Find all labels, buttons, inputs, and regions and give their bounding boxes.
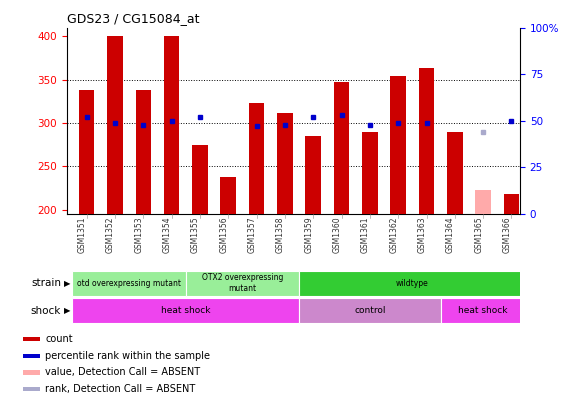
Bar [73, 299, 299, 323]
Text: wildtype: wildtype [396, 279, 429, 287]
Bar [192, 145, 208, 214]
Text: ▶: ▶ [64, 279, 70, 287]
Bar [299, 271, 526, 295]
Bar [23, 337, 40, 341]
Bar [362, 131, 378, 214]
Text: control: control [354, 307, 386, 315]
Text: GSM1353: GSM1353 [134, 217, 144, 253]
Bar [390, 76, 406, 214]
Text: GSM1360: GSM1360 [332, 217, 342, 253]
Bar [419, 69, 435, 214]
Text: GSM1352: GSM1352 [106, 217, 115, 253]
Text: GDS23 / CG15084_at: GDS23 / CG15084_at [67, 12, 199, 25]
Text: GSM1351: GSM1351 [78, 217, 87, 253]
Bar [277, 112, 293, 214]
Text: GSM1356: GSM1356 [219, 217, 228, 253]
Bar [186, 271, 299, 295]
Text: count: count [45, 334, 73, 344]
Text: GSM1359: GSM1359 [304, 217, 313, 253]
Bar [23, 370, 40, 375]
Text: GSM1362: GSM1362 [389, 217, 398, 253]
Text: GSM1363: GSM1363 [418, 217, 426, 253]
Text: strain: strain [31, 278, 61, 288]
Text: GSM1354: GSM1354 [163, 217, 171, 253]
Text: GSM1365: GSM1365 [474, 217, 483, 253]
Text: value, Detection Call = ABSENT: value, Detection Call = ABSENT [45, 367, 200, 377]
Text: GSM1357: GSM1357 [248, 217, 257, 253]
Bar [440, 299, 526, 323]
Bar [299, 299, 440, 323]
Bar [73, 271, 186, 295]
Text: GSM1364: GSM1364 [446, 217, 455, 253]
Bar [475, 190, 491, 214]
Text: rank, Detection Call = ABSENT: rank, Detection Call = ABSENT [45, 384, 195, 394]
Text: shock: shock [31, 306, 61, 316]
Bar [135, 90, 151, 214]
Text: OTX2 overexpressing
mutant: OTX2 overexpressing mutant [202, 274, 283, 293]
Bar [504, 194, 519, 214]
Text: GSM1361: GSM1361 [361, 217, 370, 253]
Bar [333, 82, 349, 214]
Bar [107, 36, 123, 214]
Bar [23, 354, 40, 358]
Text: GSM1358: GSM1358 [276, 217, 285, 253]
Bar [306, 136, 321, 214]
Bar [79, 90, 95, 214]
Text: GSM1366: GSM1366 [503, 217, 511, 253]
Text: heat shock: heat shock [161, 307, 210, 315]
Text: heat shock: heat shock [458, 307, 508, 315]
Text: GSM1355: GSM1355 [191, 217, 200, 253]
Bar [164, 36, 180, 214]
Text: percentile rank within the sample: percentile rank within the sample [45, 351, 210, 361]
Bar [23, 387, 40, 391]
Bar [447, 131, 462, 214]
Text: ▶: ▶ [64, 307, 70, 315]
Text: otd overexpressing mutant: otd overexpressing mutant [77, 279, 181, 287]
Bar [220, 177, 236, 214]
Bar [249, 103, 264, 214]
